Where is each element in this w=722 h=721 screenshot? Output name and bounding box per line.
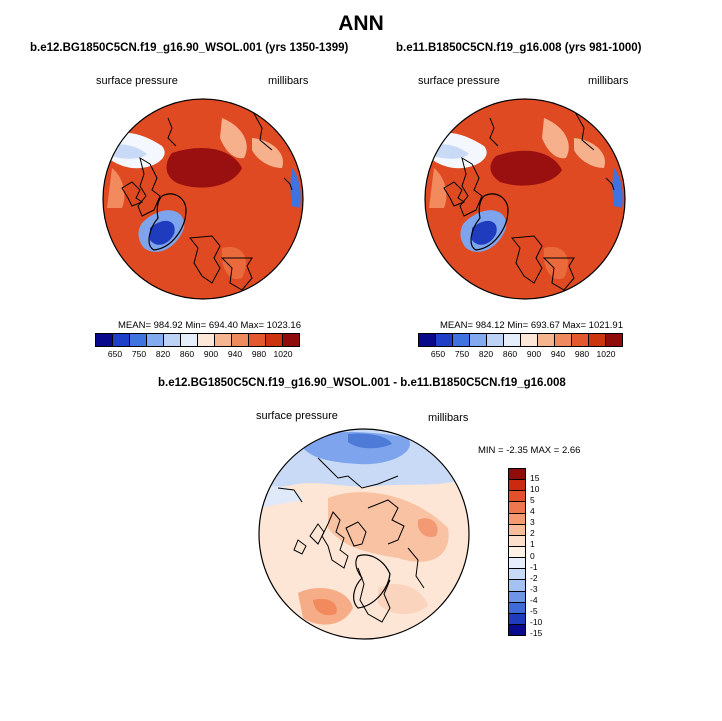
colorbar-swatch <box>509 480 525 492</box>
colorbar-swatch <box>147 334 164 346</box>
colorbar-swatch <box>504 334 521 346</box>
colorbar-tick-label: 750 <box>131 349 147 359</box>
panel-1-colorbar-bar <box>95 333 300 347</box>
colorbar-swatch <box>113 334 130 346</box>
colorbar-swatch <box>521 334 538 346</box>
colorbar-swatch <box>509 535 525 547</box>
diff-colorbar-ticks: 15 10 5 4 3 2 1 0 -1 -2 -3 -4 -5 -10 -15 <box>530 468 570 638</box>
colorbar-swatch <box>453 334 470 346</box>
colorbar-swatch <box>96 334 113 346</box>
colorbar-tick-label: 980 <box>574 349 590 359</box>
colorbar-tick-label: 650 <box>430 349 446 359</box>
colorbar-swatch <box>509 602 525 614</box>
colorbar-tick-label: 1020 <box>596 349 616 359</box>
colorbar-swatch <box>509 524 525 536</box>
colorbar-swatch <box>509 613 525 625</box>
panel-1-units-label: millibars <box>268 75 309 87</box>
colorbar-tick-label: 0 <box>530 550 535 561</box>
colorbar-swatch <box>164 334 181 346</box>
colorbar-swatch <box>181 334 198 346</box>
panel-2-colorbar: 650 750 820 860 900 940 980 1020 <box>418 333 623 359</box>
colorbar-tick-label: 5 <box>530 495 535 506</box>
colorbar-tick-label: 940 <box>227 349 243 359</box>
colorbar-tick-label: -10 <box>530 616 543 627</box>
colorbar-swatch <box>509 558 525 570</box>
colorbar-swatch <box>509 469 525 481</box>
colorbar-swatch <box>266 334 283 346</box>
panel-2-units-label: millibars <box>588 75 629 87</box>
panel-2-stats: MEAN= 984.12 Min= 693.67 Max= 1021.91 <box>440 320 623 331</box>
panel-1-variable-label: surface pressure <box>96 75 178 87</box>
panel-2-case-title: b.e11.B1850C5CN.f19_g16.008 (yrs 981-100… <box>396 42 642 54</box>
colorbar-tick-label: -3 <box>530 583 538 594</box>
colorbar-tick-label: 3 <box>530 517 535 528</box>
colorbar-tick-label: -2 <box>530 572 538 583</box>
diff-units-label: millibars <box>428 412 469 424</box>
diff-case-title: b.e12.BG1850C5CN.f19_g16.90_WSOL.001 - b… <box>158 377 566 389</box>
colorbar-tick-label: 2 <box>530 528 535 539</box>
diff-variable-label: surface pressure <box>256 410 338 422</box>
colorbar-tick-label: 4 <box>530 506 535 517</box>
colorbar-swatch <box>232 334 249 346</box>
colorbar-tick-label: -15 <box>530 628 543 638</box>
diff-polar-map <box>258 428 470 640</box>
colorbar-swatch <box>419 334 436 346</box>
colorbar-swatch <box>555 334 572 346</box>
colorbar-tick-label: -5 <box>530 605 538 616</box>
colorbar-tick-label: 860 <box>179 349 195 359</box>
colorbar-swatch <box>538 334 555 346</box>
colorbar-swatch <box>509 513 525 525</box>
colorbar-swatch <box>509 591 525 603</box>
colorbar-swatch <box>606 334 622 346</box>
colorbar-tick-label: 10 <box>530 484 540 495</box>
colorbar-swatch <box>436 334 453 346</box>
colorbar-swatch <box>589 334 606 346</box>
panel-1-case-title: b.e12.BG1850C5CN.f19_g16.90_WSOL.001 (yr… <box>30 42 349 54</box>
colorbar-swatch <box>198 334 215 346</box>
colorbar-swatch <box>215 334 232 346</box>
panel-1-colorbar: 650 750 820 860 900 940 980 1020 <box>95 333 300 359</box>
colorbar-tick-label: 860 <box>502 349 518 359</box>
panel-1-polar-map <box>102 98 304 300</box>
colorbar-swatch <box>509 502 525 514</box>
colorbar-swatch <box>509 624 525 636</box>
colorbar-swatch <box>509 580 525 592</box>
colorbar-swatch <box>470 334 487 346</box>
colorbar-swatch <box>572 334 589 346</box>
diff-stats: MIN = -2.35 MAX = 2.66 <box>478 445 581 456</box>
colorbar-tick-label: -1 <box>530 561 538 572</box>
colorbar-tick-label: 940 <box>550 349 566 359</box>
colorbar-tick-label: 750 <box>454 349 470 359</box>
colorbar-tick-label: 1020 <box>273 349 293 359</box>
colorbar-swatch <box>283 334 299 346</box>
panel-1-colorbar-ticks: 650 750 820 860 900 940 980 1020 <box>103 349 295 359</box>
figure-title: ANN <box>338 12 384 35</box>
colorbar-tick-label: 650 <box>107 349 123 359</box>
colorbar-tick-label: 980 <box>251 349 267 359</box>
colorbar-tick-label: 900 <box>526 349 542 359</box>
colorbar-tick-label: -4 <box>530 594 538 605</box>
colorbar-swatch <box>130 334 147 346</box>
colorbar-swatch <box>509 546 525 559</box>
panel-2-colorbar-ticks: 650 750 820 860 900 940 980 1020 <box>426 349 618 359</box>
panel-1-stats: MEAN= 984.92 Min= 694.40 Max= 1023.16 <box>118 320 301 331</box>
colorbar-tick-label: 900 <box>203 349 219 359</box>
panel-2-polar-map <box>424 98 626 300</box>
colorbar-swatch <box>487 334 504 346</box>
colorbar-swatch <box>509 491 525 503</box>
colorbar-swatch <box>249 334 266 346</box>
colorbar-tick-label: 820 <box>155 349 171 359</box>
colorbar-tick-label: 15 <box>530 473 540 484</box>
diff-colorbar-bar <box>508 468 526 636</box>
panel-2-colorbar-bar <box>418 333 623 347</box>
colorbar-tick-label: 1 <box>530 539 535 550</box>
colorbar-tick-label: 820 <box>478 349 494 359</box>
panel-2-variable-label: surface pressure <box>418 75 500 87</box>
colorbar-swatch <box>509 569 525 581</box>
